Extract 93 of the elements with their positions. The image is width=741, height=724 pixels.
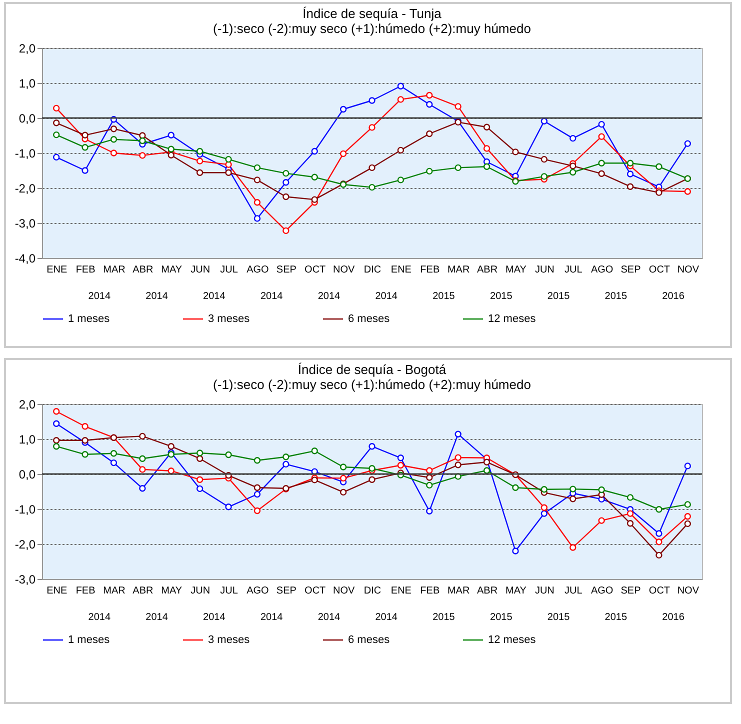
x-tick-label: DIC [364, 586, 382, 596]
x-tick-label: DIC [364, 264, 382, 276]
x-tick-label: JUL [220, 586, 238, 596]
x-tick-label: ABR [477, 586, 498, 596]
text: 2015 [432, 291, 456, 302]
text: 2014 [375, 291, 398, 302]
x-tick-label: ENE [46, 264, 68, 276]
chart-subtitle: (-1):seco (-2):muy seco (+1):húmedo (+2):muy húmedo [213, 21, 531, 36]
legend-label: 12 meses [488, 313, 536, 325]
text: 2014 [318, 291, 341, 302]
chart-subtitle: (-1):seco (-2):muy seco (+1):húmedo (+2):muy húmedo [213, 377, 531, 392]
text: 2014 [260, 291, 284, 302]
x-tick-label: OCT [304, 264, 326, 276]
y-tick-label: 1,0 [18, 76, 36, 90]
legend-label: 3 meses [208, 634, 250, 646]
legend-label: 1 meses [68, 313, 110, 325]
y-tick-label: 0,0 [18, 112, 36, 126]
x-tick-label: MAY [161, 586, 182, 596]
y-tick-label: 2,0 [18, 398, 36, 412]
text: 2015 [547, 291, 570, 302]
x-tick-label: MAR [447, 264, 470, 276]
x-tick-label: ABR [477, 264, 498, 276]
text: 2016 [662, 291, 685, 302]
x-tick-label: FEB [420, 264, 440, 276]
x-tick-label: JUN [534, 586, 554, 596]
text: 2016 [662, 612, 685, 623]
x-tick-label: FEB [420, 586, 440, 596]
x-tick-label: SEP [276, 586, 297, 596]
x-tick-label: ENE [390, 264, 412, 276]
text: 2015 [547, 612, 570, 623]
text: 2014 [260, 612, 284, 623]
text: 2014 [375, 612, 398, 623]
x-tick-label: MAR [103, 264, 126, 276]
y-tick-label: -3,0 [14, 572, 36, 586]
x-tick-label: FEB [76, 264, 96, 276]
x-tick-label: AGO [246, 264, 270, 276]
x-tick-label: NOV [677, 586, 700, 596]
text: 2014 [88, 612, 111, 623]
legend-label: 6 meses [348, 313, 390, 325]
legend-label: 12 meses [488, 634, 536, 646]
x-tick-label: NOV [677, 264, 700, 276]
x-tick-label: ABR [132, 264, 154, 276]
text: 2015 [490, 612, 513, 623]
x-tick-label: MAY [506, 586, 527, 596]
x-tick-label: MAR [103, 586, 126, 596]
x-tick-label: AGO [590, 586, 614, 596]
x-tick-label: JUL [564, 586, 583, 596]
text: 2015 [604, 612, 628, 623]
x-tick-label: SEP [276, 264, 297, 276]
x-tick-label: AGO [590, 264, 614, 276]
x-tick-label: NOV [332, 264, 355, 276]
x-tick-label: FEB [76, 586, 96, 596]
x-tick-label: OCT [648, 586, 670, 596]
y-tick-label: -2,0 [14, 538, 36, 552]
y-tick-label: -1,0 [14, 502, 36, 516]
legend-label: 3 meses [208, 313, 250, 325]
x-tick-label: JUN [190, 586, 210, 596]
y-tick-label: 0,0 [18, 468, 36, 482]
chart-title: Índice de sequía - Bogotá [298, 362, 447, 377]
y-tick-label: -1,0 [14, 146, 36, 160]
y-tick-label: 1,0 [18, 432, 36, 446]
x-tick-label: SEP [620, 586, 642, 596]
x-tick-label: JUL [220, 264, 238, 276]
x-tick-label: OCT [304, 586, 326, 596]
x-tick-label: AGO [246, 586, 270, 596]
x-tick-label: ABR [132, 586, 154, 596]
y-tick-label: -3,0 [14, 216, 36, 230]
y-tick-label: 2,0 [18, 42, 36, 56]
legend-label: 6 meses [348, 634, 390, 646]
text: 2015 [604, 291, 628, 302]
x-tick-label: JUN [190, 264, 210, 276]
x-tick-label: ENE [390, 586, 412, 596]
x-tick-label: SEP [620, 264, 642, 276]
x-tick-label: MAY [506, 264, 527, 276]
text: 2014 [146, 291, 168, 302]
text: 2014 [318, 612, 341, 623]
text: 2015 [490, 291, 513, 302]
x-tick-label: JUL [564, 264, 583, 276]
x-tick-label: MAY [161, 264, 182, 276]
text: 2015 [432, 612, 456, 623]
legend-label: 1 meses [68, 634, 110, 646]
x-tick-label: OCT [648, 264, 670, 276]
x-tick-label: ENE [46, 586, 68, 596]
y-tick-label: -2,0 [14, 182, 36, 196]
text: 2014 [146, 612, 168, 623]
y-tick-label: -4,0 [14, 252, 36, 266]
chart-title: Índice de sequía - Tunja [302, 6, 442, 21]
x-tick-label: NOV [332, 586, 355, 596]
text: 2014 [203, 291, 226, 302]
text: 2014 [203, 612, 226, 623]
x-tick-label: MAR [447, 586, 470, 596]
text: 2014 [88, 291, 111, 302]
x-tick-label: JUN [534, 264, 554, 276]
